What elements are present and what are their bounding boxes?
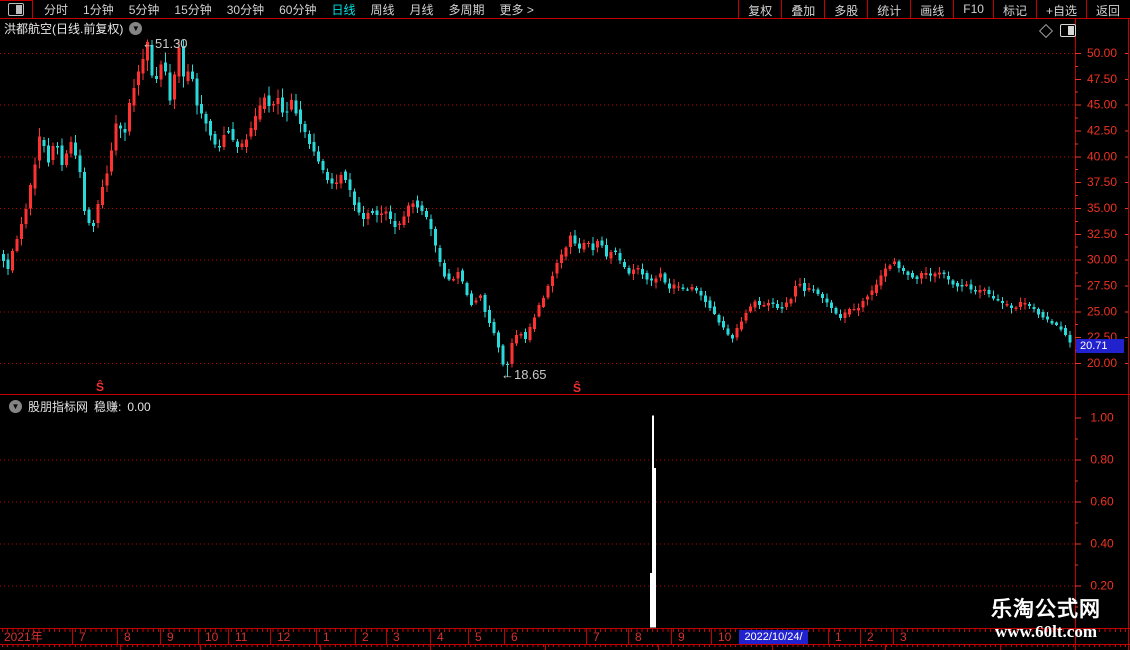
month-label: 10 [205, 630, 219, 644]
chart-titlebar: 洪都航空(日线.前复权) ▼ [0, 20, 1076, 38]
price-axis-label: 27.50 [1087, 278, 1117, 292]
tool-item-8[interactable]: 返回 [1085, 0, 1129, 18]
menu-item-4[interactable]: 30分钟 [226, 2, 265, 17]
menu-item-6[interactable]: 日线 [331, 2, 356, 17]
price-axis-label: 47.50 [1087, 72, 1117, 86]
month-label: 8 [124, 630, 131, 644]
month-label: 8 [635, 630, 642, 644]
month-label: 9 [167, 630, 174, 644]
price-axis-label: 20.00 [1087, 356, 1117, 370]
menu-item-1[interactable]: 1分钟 [83, 2, 114, 17]
month-label: 3 [900, 630, 907, 644]
high-price-annotation: ←51.30 [142, 36, 188, 51]
indicator-axis-label: 0.80 [1090, 453, 1114, 467]
candles [2, 39, 1072, 377]
candlestick-chart[interactable]: 50.0047.5045.0042.5040.0037.5035.0032.50… [0, 19, 1130, 650]
chevron-down-icon[interactable]: ▼ [9, 400, 22, 413]
price-axis-label: 42.50 [1087, 123, 1117, 137]
price-axis-label: 50.00 [1087, 46, 1117, 60]
watermark-url: www.60lt.com [995, 622, 1097, 641]
tools-menu: 复权 叠加 多股 统计 画线 F10 标记 +自选 返回 [738, 0, 1129, 18]
sell-signal-marker: Ŝ [96, 380, 105, 394]
split-layout-icon[interactable] [1060, 24, 1076, 37]
month-label: 10 [718, 630, 732, 644]
menu-item-5[interactable]: 60分钟 [279, 2, 317, 17]
last-price-tag: 20.71 [1076, 339, 1124, 353]
tool-item-0[interactable]: 复权 [738, 0, 781, 18]
price-axis-label: 40.00 [1087, 149, 1117, 163]
month-label: 9 [678, 630, 685, 644]
stock-title: 洪都航空(日线.前复权) [4, 22, 124, 36]
tool-item-6[interactable]: 标记 [992, 0, 1036, 18]
month-label: 1 [323, 630, 330, 644]
price-axis-label: 25.00 [1087, 304, 1117, 318]
month-label: 4 [437, 630, 444, 644]
watermark-site-name: 乐淘公式网 [991, 598, 1101, 621]
tool-item-5[interactable]: F10 [953, 0, 993, 18]
month-label: 6 [511, 630, 518, 644]
indicator-spike-bar [650, 572, 652, 628]
indicator-axis-label: 0.60 [1090, 495, 1114, 509]
sell-signal-marker: Ŝ [573, 381, 582, 395]
period-menubar: 分时 1分钟 5分钟 15分钟 30分钟 60分钟 日线 周线 月线 多周期 更多 > 复权 叠加 多股… [0, 0, 1130, 19]
menu-item-0[interactable]: 分时 [44, 2, 69, 17]
price-axis-label: 30.00 [1087, 253, 1117, 267]
menu-item-2[interactable]: 5分钟 [128, 2, 160, 17]
low-price-annotation: ←18.65 [501, 367, 547, 382]
indicator-spike-bar [652, 415, 654, 628]
month-label: 12 [277, 630, 291, 644]
menu-item-8[interactable]: 月线 [409, 2, 434, 17]
diamond-icon[interactable] [1038, 23, 1054, 38]
price-axis-label: 32.50 [1087, 227, 1117, 241]
month-label: 7 [79, 630, 86, 644]
tool-item-7[interactable]: +自选 [1035, 0, 1086, 18]
indicator-value: 0.00 [127, 399, 151, 414]
indicator-name: 稳赚: [94, 400, 122, 414]
indicator-axis-label: 1.00 [1090, 411, 1114, 425]
layout-toggle-button[interactable] [0, 0, 33, 18]
indicator-axis-label: 0.40 [1090, 537, 1114, 551]
chevron-down-icon[interactable]: ▼ [129, 22, 143, 35]
month-label: 2021年 [4, 630, 43, 644]
titlebar-icons [1038, 23, 1076, 38]
menu-item-9[interactable]: 多周期 [448, 2, 485, 17]
month-label: 2 [867, 630, 874, 644]
menu-item-3[interactable]: 15分钟 [174, 2, 212, 17]
month-label: 1 [835, 630, 842, 644]
month-label: 2 [362, 630, 369, 644]
indicator-source: 股朋指标网 [28, 400, 89, 414]
indicator-header: ▼ 股朋指标网 稳赚: 0.00 [3, 398, 151, 415]
indicator-axis-label: 0.20 [1090, 579, 1114, 593]
month-label: 11 [235, 630, 248, 644]
month-label: 5 [475, 630, 482, 644]
tool-item-3[interactable]: 统计 [867, 0, 910, 18]
watermark: 乐淘公式网 www.60lt.com [966, 598, 1126, 641]
menu-item-7[interactable]: 周线 [370, 2, 395, 17]
selected-date-tag: 2022/10/24/— [739, 630, 808, 650]
split-layout-icon [8, 3, 24, 16]
month-label: 3 [393, 630, 400, 644]
price-axis-label: 35.00 [1087, 201, 1117, 215]
price-axis-label: 37.50 [1087, 175, 1117, 189]
indicator-spike-bar [654, 467, 656, 628]
menu-item-10[interactable]: 更多 > [499, 2, 534, 17]
month-label: 7 [593, 630, 600, 644]
tool-item-4[interactable]: 画线 [910, 0, 953, 18]
tool-item-1[interactable]: 叠加 [781, 0, 824, 18]
tool-item-2[interactable]: 多股 [824, 0, 867, 18]
period-menu: 分时 1分钟 5分钟 15分钟 30分钟 60分钟 日线 周线 月线 多周期 更多 > [44, 0, 534, 18]
price-axis-label: 45.00 [1087, 98, 1117, 112]
